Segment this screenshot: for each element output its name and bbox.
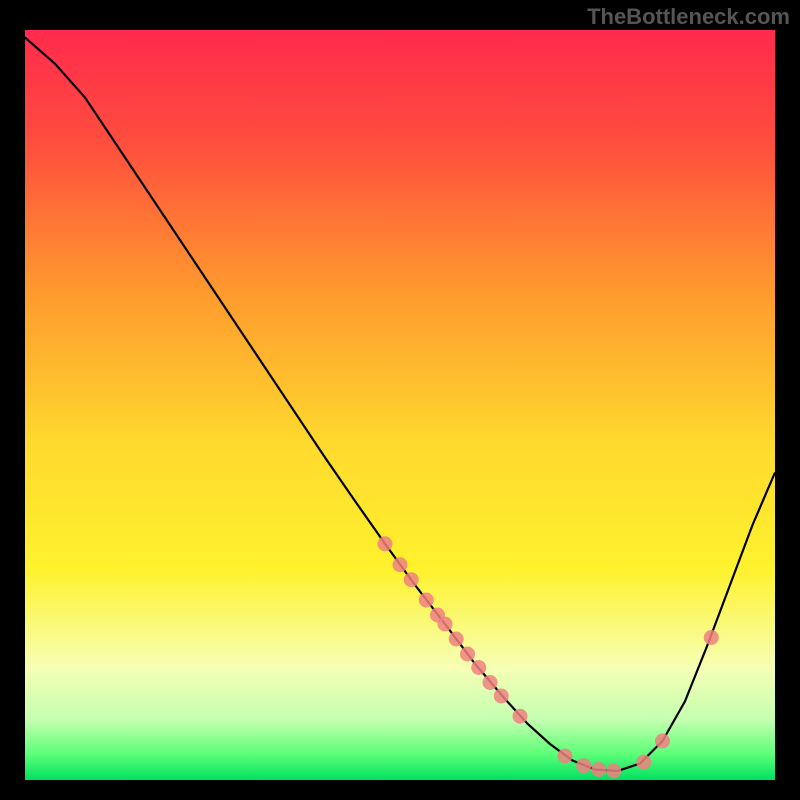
data-marker [606,764,621,779]
data-marker [438,617,453,632]
data-marker [419,593,434,608]
data-marker [558,749,573,764]
data-marker [378,536,393,551]
data-marker [393,557,408,572]
data-marker [591,762,606,777]
data-marker [471,660,486,675]
bottleneck-curve [25,38,775,772]
chart-area [25,30,775,780]
data-marker [404,572,419,587]
data-marker [494,689,509,704]
data-marker [460,647,475,662]
watermark-text: TheBottleneck.com [587,4,790,30]
data-marker [449,632,464,647]
data-marker [576,758,591,773]
data-marker [483,675,498,690]
data-marker [704,630,719,645]
data-marker [655,734,670,749]
chart-curve-layer [25,30,775,780]
data-marker [513,709,528,724]
data-marker [636,755,651,770]
